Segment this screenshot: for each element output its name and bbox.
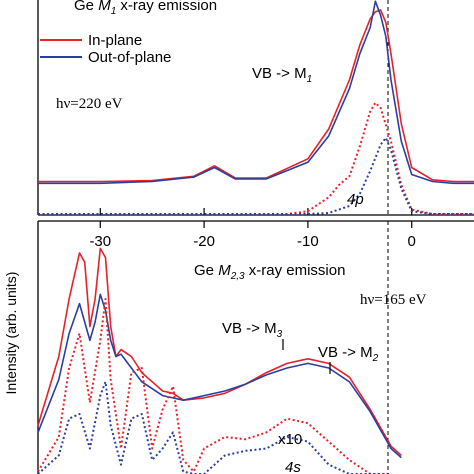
legend: In-plane Out-of-plane [40,32,171,66]
annotation-4p: 4p [347,191,364,208]
x-tick-label: -20 [193,233,215,250]
x-tick-label: -10 [297,233,319,250]
annotation-vb-m2: VB -> M2 [318,344,379,364]
series-line-out-of-plane [38,0,474,185]
legend-label-out-of-plane: Out-of-plane [88,49,171,66]
x-tick-label: 0 [408,233,416,250]
top-photon-energy: hν=220 eV [56,96,123,112]
series-line-out-of-plane-x10-4s [37,380,391,474]
bottom-panel-title: Ge M2,3 x-ray emission [194,262,345,282]
y-axis-label: Intensity (arb. units) [3,272,19,395]
series-line-out-of-plane [37,293,402,459]
series-line-out-of-plane-4p [38,136,474,215]
annotation-vb-m3: VB -> M3 [222,320,283,340]
series-line-in-plane-x10-4s [37,298,391,474]
series-line-in-plane-4p [38,101,474,215]
top-panel-title: Ge M1 x-ray emission [74,0,217,17]
bottom-photon-energy: hν=165 eV [360,292,427,308]
x-tick-label: -30 [89,233,111,250]
annotation-x10: x10 [278,431,302,448]
annotation-vb-m1: VB -> M1 [252,65,312,85]
series-line-in-plane [37,247,402,456]
series-line-in-plane [38,9,474,183]
legend-label-in-plane: In-plane [88,32,142,49]
annotation-4s: 4s [285,459,301,474]
